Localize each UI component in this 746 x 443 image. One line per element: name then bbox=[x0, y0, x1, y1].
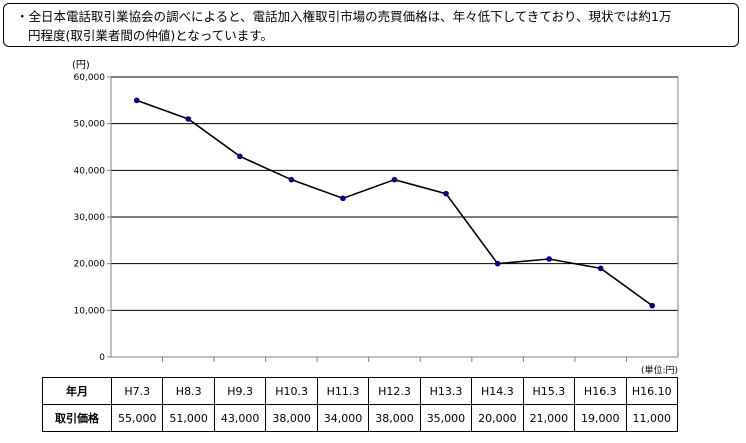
y-tick-label: 10,000 bbox=[74, 306, 106, 316]
table-value-cell: 11,000 bbox=[625, 404, 679, 432]
price-table: 年月 H7.3 H8.3 H9.3 H10.3 H11.3 H12.3 H13.3 H14.3… bbox=[42, 377, 679, 432]
table-header-cell: H16.3 bbox=[574, 377, 627, 405]
table-value-cell: 20,000 bbox=[471, 404, 524, 432]
price-line-chart: 0 10,000 20,000 30,000 40,000 50,000 60,000 (円)… bbox=[72, 60, 679, 375]
y-tick-label: 50,000 bbox=[74, 120, 106, 130]
table-value-cell: 34,000 bbox=[316, 404, 370, 432]
table-header-cell: H12.3 bbox=[368, 377, 421, 405]
data-point bbox=[391, 176, 398, 183]
y-tick-label: 60,000 bbox=[74, 73, 106, 83]
data-point bbox=[443, 190, 449, 197]
table-value-cell: 51,000 bbox=[162, 404, 215, 432]
note-line-2: 円程度(取引業者間の仲値)となっています。 bbox=[28, 28, 274, 43]
data-point bbox=[494, 260, 501, 267]
table-header-cell: H8.3 bbox=[162, 377, 215, 405]
table-header-cell: H15.3 bbox=[522, 377, 576, 405]
table-row-label: 取引価格 bbox=[42, 404, 112, 432]
table-header-row: 年月 H7.3 H8.3 H9.3 H10.3 H11.3 H12.3 H13.3 H14.3… bbox=[42, 377, 679, 405]
table-value-cell: 43,000 bbox=[213, 404, 267, 432]
data-point bbox=[597, 265, 604, 272]
table-value-cell: 35,000 bbox=[419, 404, 473, 432]
chart-grid bbox=[111, 76, 678, 311]
data-point bbox=[133, 97, 140, 104]
data-point bbox=[288, 176, 295, 183]
chart-labels: 0 10,000 20,000 30,000 40,000 50,000 60,000 (円)… bbox=[72, 60, 678, 375]
chart-axes bbox=[107, 76, 679, 362]
y-tick-label: 30,000 bbox=[74, 213, 106, 223]
y-unit-label: (円) bbox=[72, 60, 90, 71]
y-tick-label: 0 bbox=[99, 353, 105, 363]
note-line-1: ・全日本電話取引業協会の調べによると、電話加入権取引市場の売買価格は、年々低下し… bbox=[16, 9, 672, 24]
data-point bbox=[185, 116, 192, 122]
data-point bbox=[649, 302, 656, 309]
table-value-cell: 21,000 bbox=[522, 404, 576, 432]
y-tick-label: 20,000 bbox=[74, 260, 106, 270]
data-point bbox=[546, 256, 552, 262]
note-box: ・全日本電話取引業協会の調べによると、電話加入権取引市場の売買価格は、年々低下し… bbox=[3, 3, 739, 47]
chart-series bbox=[133, 97, 656, 309]
table-value-cell: 38,000 bbox=[265, 404, 318, 432]
table-header-cell: H10.3 bbox=[265, 377, 318, 405]
table-value-cell: 38,000 bbox=[368, 404, 421, 432]
table-header-label: 年月 bbox=[42, 377, 112, 405]
table-header-cell: H7.3 bbox=[110, 377, 164, 405]
table-header-cell: H14.3 bbox=[471, 377, 524, 405]
y-tick-label: 40,000 bbox=[74, 166, 106, 176]
table-value-cell: 19,000 bbox=[574, 404, 627, 432]
data-point bbox=[237, 153, 243, 160]
table-header-cell: H11.3 bbox=[316, 377, 370, 405]
table-header-cell: H16.10 bbox=[625, 377, 679, 405]
table-header-cell: H13.3 bbox=[419, 377, 473, 405]
table-value-cell: 55,000 bbox=[110, 404, 164, 432]
table-value-row: 取引価格 55,000 51,000 43,000 38,000 34,000 38,00… bbox=[42, 404, 679, 432]
price-series-line bbox=[136, 99, 653, 307]
table-header-cell: H9.3 bbox=[213, 377, 267, 405]
unit-note: (単位:円) bbox=[641, 364, 678, 375]
data-point bbox=[340, 195, 346, 202]
